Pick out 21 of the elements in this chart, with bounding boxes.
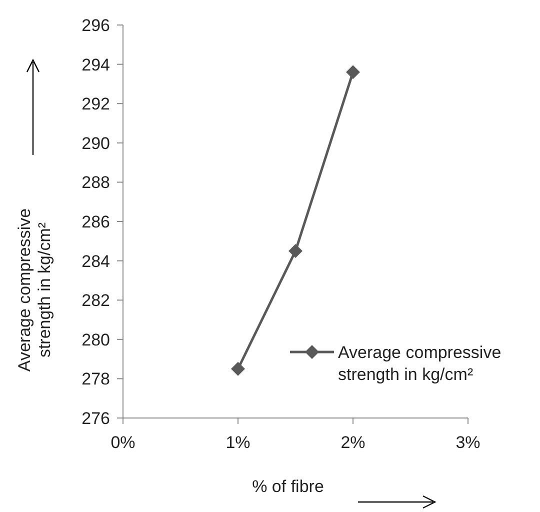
x-tick-label: 3% [456, 433, 480, 452]
legend-label: Average compressive strength in kg/cm² [338, 342, 502, 384]
y-tick-label: 276 [82, 408, 110, 428]
y-tick-label: 278 [82, 370, 110, 389]
y-tick-label: 290 [82, 134, 110, 153]
y-tick-label: 292 [82, 94, 110, 114]
point [288, 244, 302, 258]
x-tick-label: 0% [110, 433, 136, 452]
point [231, 362, 245, 376]
y-tick-label: 288 [82, 173, 110, 192]
y-tick-label: 286 [82, 212, 110, 232]
y-axis-title: Average compressive strength in kg/cm² [15, 208, 54, 372]
y-tick-label: 282 [82, 291, 110, 310]
x-axis-title: % of fibre [252, 477, 324, 496]
y-tick-label: 284 [82, 252, 110, 271]
x-tick-label: 2% [340, 433, 366, 452]
point [346, 65, 360, 80]
y-tick-label: 296 [82, 16, 110, 35]
y-tick-label: 280 [82, 330, 110, 350]
y-tick-label: 294 [82, 55, 110, 74]
x-tick-label: 1% [226, 433, 250, 452]
